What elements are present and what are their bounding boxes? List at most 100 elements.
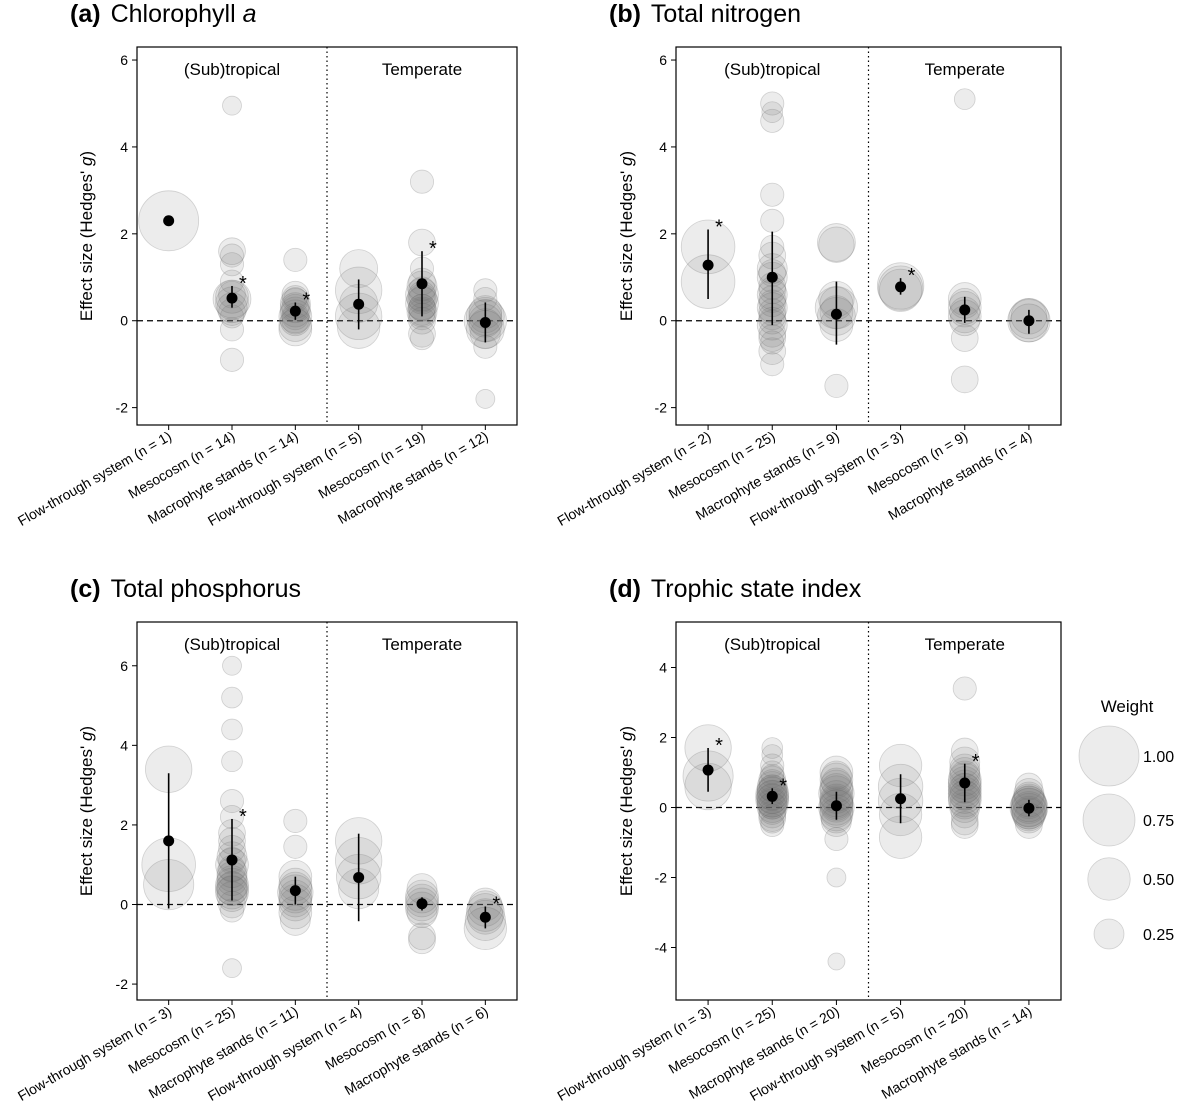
y-tick-label: 0: [120, 313, 128, 329]
study-point: [760, 208, 785, 233]
study-point: [760, 812, 785, 838]
plot-area: * * *: [137, 47, 517, 425]
panel-letter: (a): [70, 0, 101, 28]
study-point: [760, 753, 785, 778]
study-point: [952, 676, 977, 701]
x-category-label: Mesocosm (n = 25): [125, 1003, 237, 1077]
y-tick-label: -2: [655, 870, 668, 886]
panel-title: (b) Total nitrogen: [609, 0, 801, 28]
legend-title: Weight: [1101, 697, 1154, 716]
region-label: (Sub)tropical: [184, 635, 280, 654]
study-point: [219, 789, 245, 814]
panel-title: (c) Total phosphorus: [70, 575, 301, 603]
y-tick-label: 0: [120, 897, 128, 913]
mean-effect-point: [766, 271, 778, 283]
legend-label: 0.50: [1143, 872, 1174, 889]
significance-star: *: [972, 751, 980, 773]
significance-star: *: [908, 265, 916, 287]
y-tick-label: 6: [120, 52, 128, 68]
study-point: [219, 347, 245, 372]
significance-star: *: [239, 273, 247, 295]
y-tick-label: 4: [120, 737, 128, 753]
panel-frame: [136, 46, 518, 426]
y-axis-label-prefix: Effect size (Hedges': [617, 166, 636, 321]
study-point: [219, 252, 245, 277]
study-point: [222, 655, 242, 676]
mean-effect-point: [289, 885, 301, 897]
study-point: [827, 952, 846, 971]
legend-swatch: [1082, 793, 1136, 847]
panel-title-main: Trophic state index: [651, 575, 862, 603]
y-axis-label-prefix: Effect size (Hedges': [617, 741, 636, 896]
region-label: Temperate: [925, 635, 1005, 654]
x-category-label: Mesocosm (n = 19): [315, 428, 427, 502]
study-point: [953, 88, 976, 110]
mean-effect-point: [353, 871, 365, 883]
significance-star: *: [429, 238, 437, 260]
panel-title-main: Total nitrogen: [651, 0, 801, 28]
region-label: (Sub)tropical: [724, 60, 820, 79]
y-axis-label-prefix: Effect size (Hedges': [77, 741, 96, 896]
study-point: [760, 91, 785, 116]
study-point: [760, 809, 785, 834]
y-tick-label: 2: [659, 730, 667, 746]
study-point: [760, 182, 785, 207]
mean-effect-point: [226, 854, 238, 866]
y-tick-label: 6: [120, 658, 128, 674]
y-axis-label-suffix: ): [77, 726, 96, 732]
study-point: [760, 352, 785, 377]
study-point: [219, 243, 245, 268]
study-point: [818, 226, 855, 263]
study-point: [221, 718, 243, 741]
y-tick-label: 0: [659, 313, 667, 329]
legend-swatch: [1087, 857, 1131, 901]
mean-effect-point: [830, 308, 842, 320]
study-point: [950, 365, 979, 394]
mean-effect-point: [959, 777, 971, 789]
plot-area: * * *: [676, 622, 1061, 1000]
y-tick-label: -2: [116, 976, 129, 992]
plot-area: **: [676, 47, 1061, 425]
weight-legend: Weight 1.00 0.75 0.50 0.25: [1078, 697, 1174, 950]
y-tick-label: 4: [120, 139, 128, 155]
mean-effect-point: [226, 292, 238, 304]
study-point: [408, 922, 436, 951]
legend-label: 0.75: [1143, 813, 1174, 830]
study-point: [824, 826, 849, 852]
study-point: [218, 237, 246, 266]
mean-effect-point: [895, 281, 907, 293]
study-point: [760, 330, 785, 355]
mean-effect-point: [353, 298, 365, 310]
study-point: [761, 744, 784, 766]
legend-swatch: [1093, 918, 1125, 950]
study-point: [950, 811, 979, 839]
y-axis-label: Effect size (Hedges' g): [77, 151, 96, 321]
panel-frame: [136, 621, 518, 1001]
y-axis-label: Effect size (Hedges' g): [617, 151, 636, 321]
y-axis-label-italic: g: [77, 731, 96, 741]
panel-frame: [675, 621, 1062, 1001]
study-point: [283, 808, 308, 833]
significance-star: *: [715, 735, 723, 757]
mean-effect-point: [1023, 315, 1035, 327]
study-point: [222, 95, 242, 116]
y-tick-label: 4: [659, 660, 667, 676]
region-label: (Sub)tropical: [184, 60, 280, 79]
study-point: [408, 926, 436, 955]
y-tick-label: -4: [655, 940, 668, 956]
region-label: Temperate: [925, 60, 1005, 79]
mean-effect-point: [702, 259, 714, 271]
study-point: [219, 304, 245, 329]
mean-effect-point: [479, 316, 491, 328]
study-point: [279, 905, 311, 936]
mean-effect-point: [959, 304, 971, 316]
y-axis-label-prefix: Effect size (Hedges': [77, 166, 96, 321]
mean-effect-point: [830, 800, 842, 812]
panel-title-italic: a: [243, 0, 257, 28]
study-point: [409, 326, 435, 351]
mean-effect-point: [895, 793, 907, 805]
study-point: [283, 247, 308, 272]
panel-title: (d) Trophic state index: [609, 575, 862, 603]
x-category-label: Mesocosm (n = 25): [666, 428, 778, 502]
